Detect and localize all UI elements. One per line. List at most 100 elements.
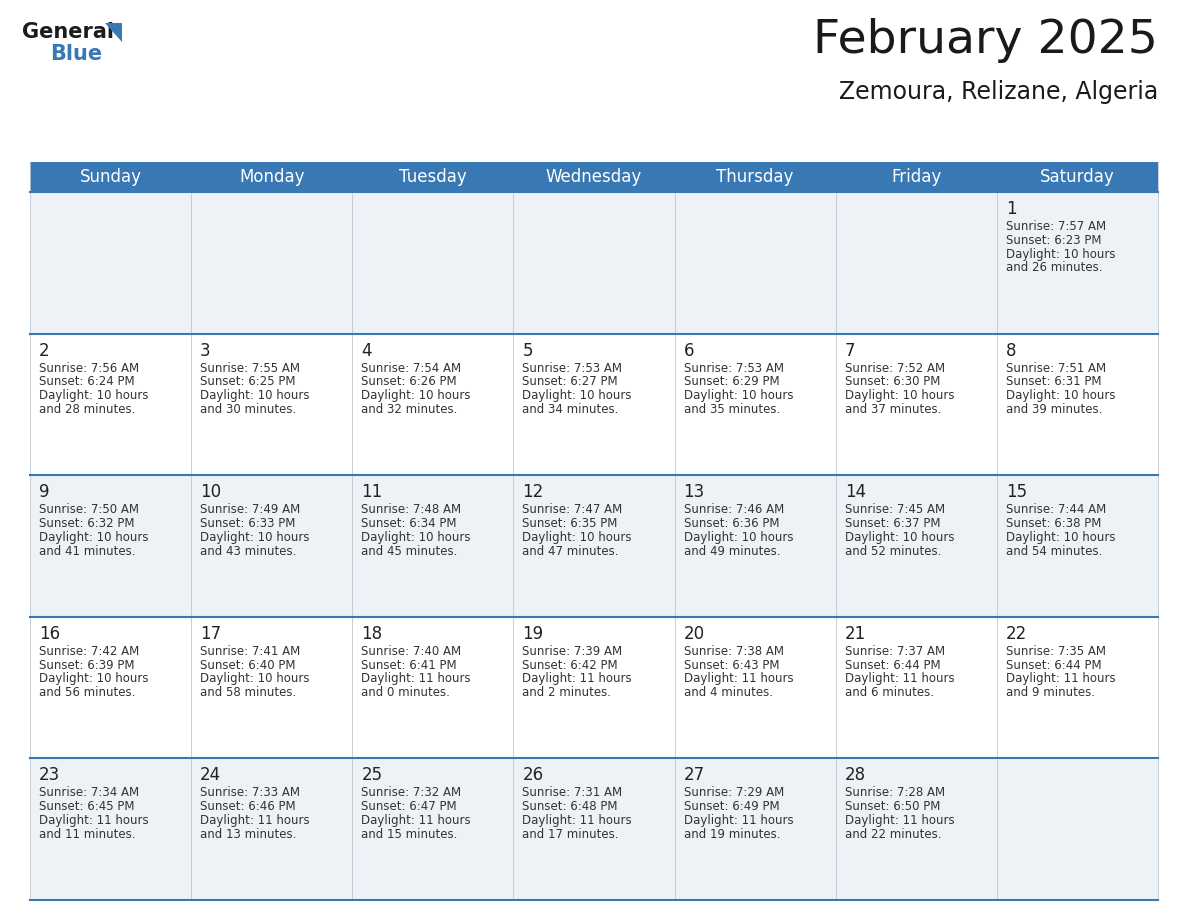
Text: Sunrise: 7:44 AM: Sunrise: 7:44 AM (1006, 503, 1106, 516)
Text: and 45 minutes.: and 45 minutes. (361, 544, 457, 557)
Text: 6: 6 (683, 341, 694, 360)
Text: Sunrise: 7:40 AM: Sunrise: 7:40 AM (361, 644, 461, 658)
Text: Daylight: 11 hours: Daylight: 11 hours (361, 814, 470, 827)
Text: 17: 17 (200, 625, 221, 643)
Text: Daylight: 10 hours: Daylight: 10 hours (39, 389, 148, 402)
Text: Sunset: 6:40 PM: Sunset: 6:40 PM (200, 658, 296, 672)
Text: Daylight: 11 hours: Daylight: 11 hours (523, 672, 632, 686)
Text: 19: 19 (523, 625, 544, 643)
Text: Daylight: 10 hours: Daylight: 10 hours (361, 389, 470, 402)
Text: Daylight: 11 hours: Daylight: 11 hours (39, 814, 148, 827)
Text: General: General (23, 22, 114, 42)
Text: 2: 2 (39, 341, 50, 360)
Text: 8: 8 (1006, 341, 1017, 360)
Text: Sunset: 6:37 PM: Sunset: 6:37 PM (845, 517, 940, 530)
Text: Daylight: 10 hours: Daylight: 10 hours (200, 389, 310, 402)
Bar (30, 617, 1158, 758)
Bar (30, 333, 1158, 476)
Text: and 49 minutes.: and 49 minutes. (683, 544, 781, 557)
Text: Sunrise: 7:42 AM: Sunrise: 7:42 AM (39, 644, 139, 658)
Text: 25: 25 (361, 767, 383, 784)
Text: Sunset: 6:29 PM: Sunset: 6:29 PM (683, 375, 779, 388)
Text: and 37 minutes.: and 37 minutes. (845, 403, 941, 416)
Text: Sunrise: 7:51 AM: Sunrise: 7:51 AM (1006, 362, 1106, 375)
Text: and 32 minutes.: and 32 minutes. (361, 403, 457, 416)
Text: Sunrise: 7:55 AM: Sunrise: 7:55 AM (200, 362, 301, 375)
Text: Sunset: 6:25 PM: Sunset: 6:25 PM (200, 375, 296, 388)
Text: 3: 3 (200, 341, 210, 360)
Text: Sunrise: 7:48 AM: Sunrise: 7:48 AM (361, 503, 461, 516)
Bar (30, 758, 1158, 900)
Text: Sunset: 6:50 PM: Sunset: 6:50 PM (845, 800, 940, 813)
Text: Sunset: 6:34 PM: Sunset: 6:34 PM (361, 517, 456, 530)
Text: and 41 minutes.: and 41 minutes. (39, 544, 135, 557)
Text: Sunrise: 7:41 AM: Sunrise: 7:41 AM (200, 644, 301, 658)
Text: Daylight: 10 hours: Daylight: 10 hours (39, 531, 148, 543)
Text: Daylight: 10 hours: Daylight: 10 hours (845, 389, 954, 402)
Text: Sunset: 6:44 PM: Sunset: 6:44 PM (845, 658, 941, 672)
Text: Sunset: 6:36 PM: Sunset: 6:36 PM (683, 517, 779, 530)
Text: 15: 15 (1006, 483, 1026, 501)
Text: Daylight: 10 hours: Daylight: 10 hours (845, 531, 954, 543)
Text: Sunrise: 7:29 AM: Sunrise: 7:29 AM (683, 787, 784, 800)
Text: and 54 minutes.: and 54 minutes. (1006, 544, 1102, 557)
Text: 9: 9 (39, 483, 50, 501)
Text: Daylight: 10 hours: Daylight: 10 hours (39, 672, 148, 686)
Text: and 15 minutes.: and 15 minutes. (361, 828, 457, 841)
Text: Sunday: Sunday (80, 168, 141, 186)
Text: Sunset: 6:38 PM: Sunset: 6:38 PM (1006, 517, 1101, 530)
Text: and 22 minutes.: and 22 minutes. (845, 828, 941, 841)
Bar (30, 192, 1158, 333)
Text: Tuesday: Tuesday (399, 168, 467, 186)
Text: Sunset: 6:43 PM: Sunset: 6:43 PM (683, 658, 779, 672)
Text: and 26 minutes.: and 26 minutes. (1006, 262, 1102, 274)
Text: and 58 minutes.: and 58 minutes. (200, 686, 296, 700)
Text: and 43 minutes.: and 43 minutes. (200, 544, 297, 557)
Text: and 28 minutes.: and 28 minutes. (39, 403, 135, 416)
Text: Sunrise: 7:31 AM: Sunrise: 7:31 AM (523, 787, 623, 800)
Text: Sunset: 6:27 PM: Sunset: 6:27 PM (523, 375, 618, 388)
Text: Sunset: 6:42 PM: Sunset: 6:42 PM (523, 658, 618, 672)
Text: Sunrise: 7:57 AM: Sunrise: 7:57 AM (1006, 220, 1106, 233)
Text: Daylight: 10 hours: Daylight: 10 hours (1006, 389, 1116, 402)
Text: Sunrise: 7:53 AM: Sunrise: 7:53 AM (523, 362, 623, 375)
Text: Sunset: 6:39 PM: Sunset: 6:39 PM (39, 658, 134, 672)
Text: Zemoura, Relizane, Algeria: Zemoura, Relizane, Algeria (839, 80, 1158, 104)
Text: Sunrise: 7:34 AM: Sunrise: 7:34 AM (39, 787, 139, 800)
Text: Daylight: 11 hours: Daylight: 11 hours (683, 814, 794, 827)
Text: Daylight: 10 hours: Daylight: 10 hours (200, 672, 310, 686)
Text: Sunrise: 7:35 AM: Sunrise: 7:35 AM (1006, 644, 1106, 658)
Text: 20: 20 (683, 625, 704, 643)
Text: Sunrise: 7:37 AM: Sunrise: 7:37 AM (845, 644, 944, 658)
Text: Sunrise: 7:53 AM: Sunrise: 7:53 AM (683, 362, 784, 375)
Text: 21: 21 (845, 625, 866, 643)
Text: Sunset: 6:47 PM: Sunset: 6:47 PM (361, 800, 457, 813)
Text: Sunrise: 7:38 AM: Sunrise: 7:38 AM (683, 644, 784, 658)
Text: Sunrise: 7:56 AM: Sunrise: 7:56 AM (39, 362, 139, 375)
Text: and 13 minutes.: and 13 minutes. (200, 828, 297, 841)
Text: Daylight: 10 hours: Daylight: 10 hours (1006, 248, 1116, 261)
Text: and 17 minutes.: and 17 minutes. (523, 828, 619, 841)
Text: Daylight: 10 hours: Daylight: 10 hours (683, 531, 794, 543)
Text: Daylight: 11 hours: Daylight: 11 hours (361, 672, 470, 686)
Text: February 2025: February 2025 (813, 18, 1158, 63)
Text: Sunset: 6:49 PM: Sunset: 6:49 PM (683, 800, 779, 813)
Text: 22: 22 (1006, 625, 1028, 643)
Text: 4: 4 (361, 341, 372, 360)
Text: and 2 minutes.: and 2 minutes. (523, 686, 612, 700)
Text: 7: 7 (845, 341, 855, 360)
Text: and 11 minutes.: and 11 minutes. (39, 828, 135, 841)
Text: Sunrise: 7:32 AM: Sunrise: 7:32 AM (361, 787, 461, 800)
Text: and 34 minutes.: and 34 minutes. (523, 403, 619, 416)
Text: and 47 minutes.: and 47 minutes. (523, 544, 619, 557)
Text: and 0 minutes.: and 0 minutes. (361, 686, 450, 700)
Text: 24: 24 (200, 767, 221, 784)
Text: Sunrise: 7:49 AM: Sunrise: 7:49 AM (200, 503, 301, 516)
Text: Sunrise: 7:45 AM: Sunrise: 7:45 AM (845, 503, 944, 516)
Text: and 52 minutes.: and 52 minutes. (845, 544, 941, 557)
Text: Sunset: 6:30 PM: Sunset: 6:30 PM (845, 375, 940, 388)
Text: Daylight: 10 hours: Daylight: 10 hours (523, 531, 632, 543)
Text: Sunrise: 7:33 AM: Sunrise: 7:33 AM (200, 787, 301, 800)
Text: 1: 1 (1006, 200, 1017, 218)
Text: Sunrise: 7:54 AM: Sunrise: 7:54 AM (361, 362, 461, 375)
